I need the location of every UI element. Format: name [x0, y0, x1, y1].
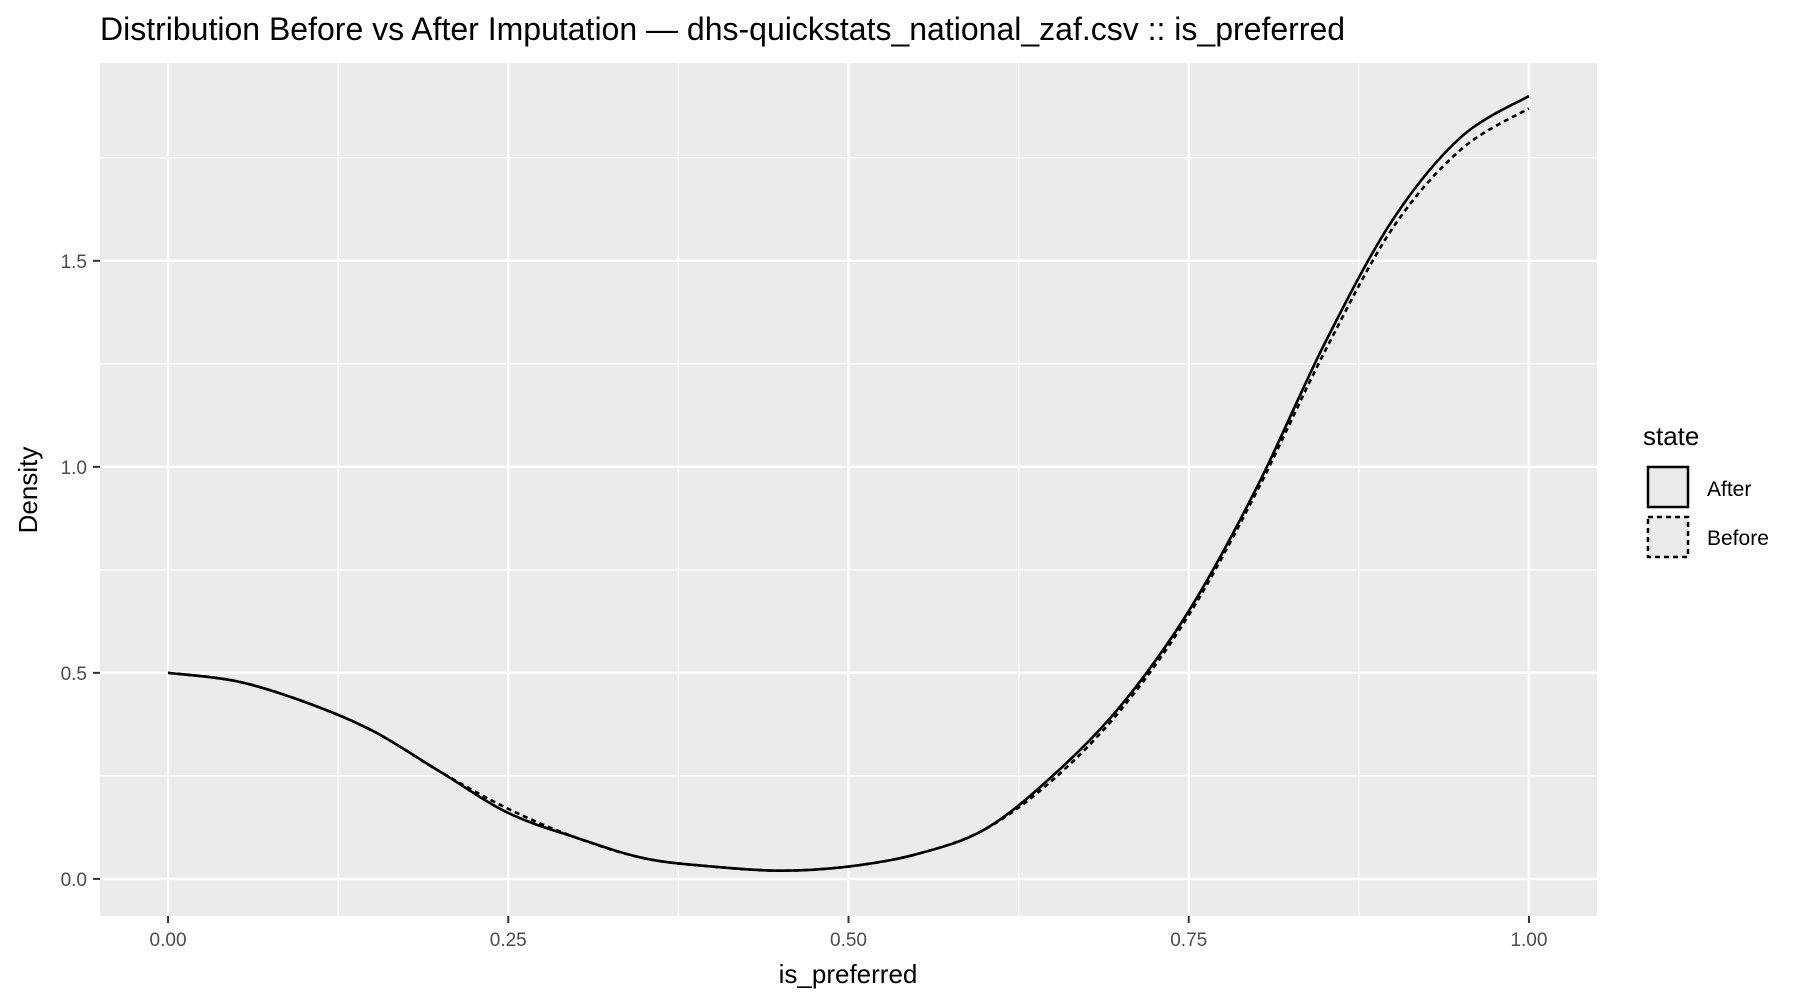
legend-swatch-before	[1646, 515, 1690, 559]
x-tick-label: 1.00	[1510, 930, 1547, 951]
grid-major	[100, 63, 1597, 916]
legend-title: state	[1643, 421, 1699, 451]
x-axis-title: is_preferred	[779, 959, 918, 989]
y-tick-label: 1.0	[61, 458, 87, 479]
y-axis-title: Density	[13, 447, 43, 534]
x-tick-label: 0.00	[150, 930, 187, 951]
series-layer	[167, 94, 1530, 872]
legend-swatch-after	[1646, 465, 1690, 509]
legend-item-after: After	[1646, 465, 1751, 509]
x-tick-label: 0.50	[830, 930, 867, 951]
x-tick-label: 0.25	[490, 930, 527, 951]
chart-title: Distribution Before vs After Imputation …	[100, 11, 1345, 47]
legend-item-before: Before	[1646, 515, 1769, 559]
legend-key-after	[1647, 466, 1689, 508]
x-axis: 0.00 0.25 0.50 0.75 1.00	[150, 916, 1547, 951]
legend-key-before	[1647, 516, 1689, 558]
x-tick-label: 0.75	[1170, 930, 1207, 951]
legend-label-before: Before	[1707, 527, 1769, 550]
y-axis: 0.0 0.5 1.0 1.5	[61, 252, 100, 891]
y-tick-label: 0.5	[61, 664, 87, 685]
y-tick-label: 1.5	[61, 252, 87, 273]
legend: state After Before	[1643, 421, 1769, 559]
legend-label-after: After	[1707, 478, 1751, 501]
series-line-after	[167, 94, 1530, 872]
y-tick-label: 0.0	[61, 870, 87, 891]
